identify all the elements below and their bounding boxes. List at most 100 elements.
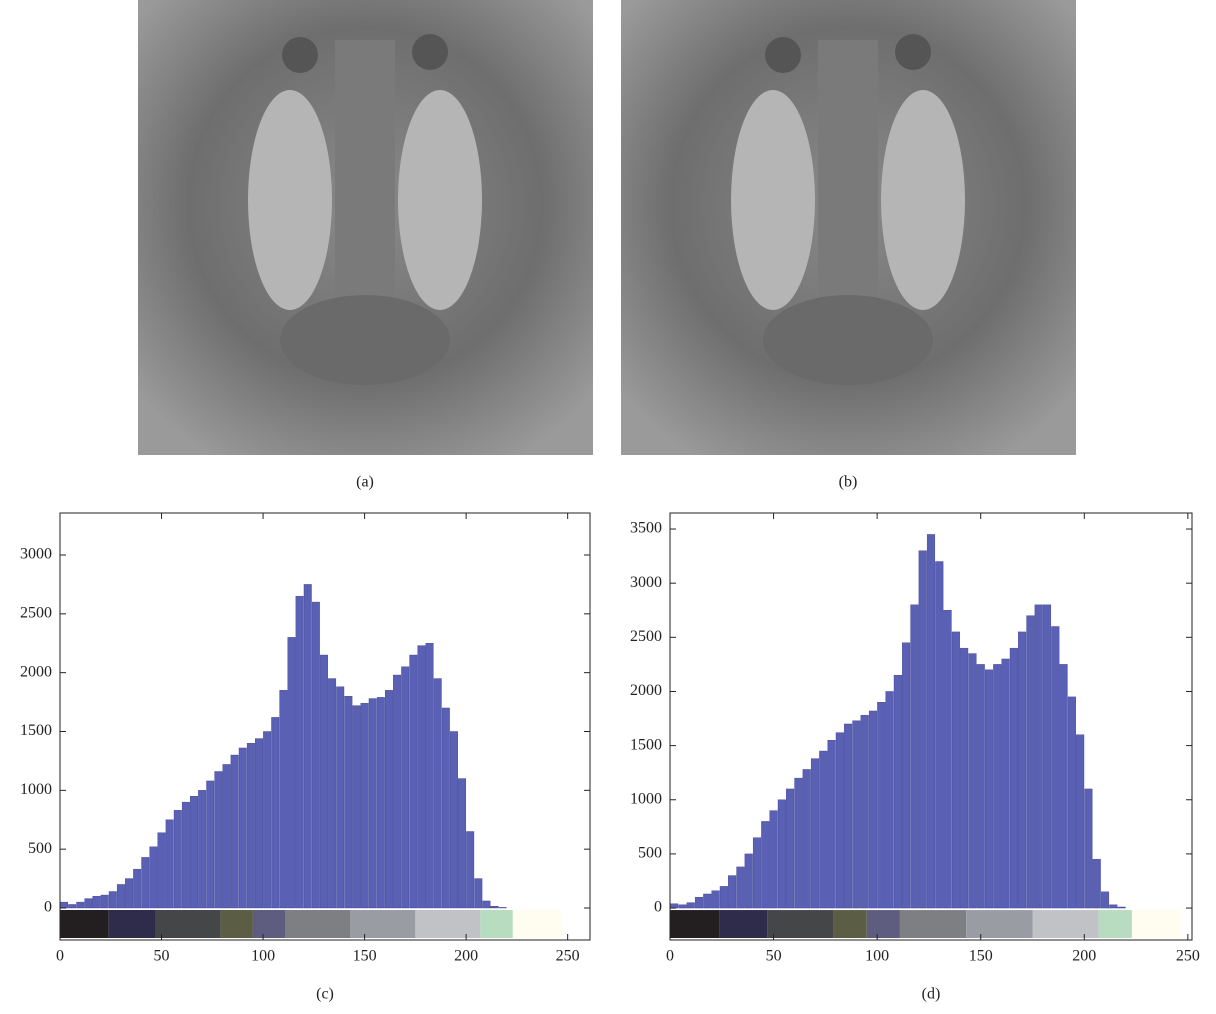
bar — [401, 666, 410, 909]
y-tick-label: 3000 — [630, 574, 662, 591]
bar — [993, 664, 1002, 909]
bar — [466, 831, 475, 909]
bar — [409, 654, 418, 909]
bar — [263, 731, 272, 909]
image-caption: (a) — [356, 474, 374, 491]
bar — [157, 832, 166, 909]
bar — [910, 604, 919, 909]
colorbar-segment — [252, 909, 286, 938]
bar — [190, 796, 198, 909]
bar — [222, 764, 231, 909]
axes-box — [59, 512, 591, 941]
bar — [1117, 906, 1126, 909]
bar — [393, 674, 402, 909]
x-tick-label: 50 — [766, 948, 782, 965]
y-tick-label: 0 — [44, 899, 52, 916]
bar — [835, 732, 844, 909]
bar — [819, 750, 828, 909]
bar — [482, 900, 491, 909]
colorbar-segment — [512, 909, 562, 938]
bar — [474, 878, 483, 909]
image-caption: (b) — [839, 474, 858, 491]
bar — [1018, 631, 1027, 909]
x-tick-label: 0 — [666, 948, 674, 965]
bar — [752, 837, 762, 909]
bar — [425, 643, 434, 909]
bar — [711, 890, 720, 909]
x-tick-label: 200 — [1072, 948, 1096, 965]
bar — [116, 884, 125, 909]
colorbar-segment — [480, 909, 513, 938]
x-tick-label: 150 — [969, 948, 993, 965]
y-tick-label: 0 — [654, 899, 662, 916]
bar — [769, 810, 778, 909]
histogram-chart: 0 50 100 150 200 2500500100015002000250030003… — [630, 512, 1200, 1003]
bar — [295, 595, 304, 909]
bar — [385, 690, 393, 909]
colorbar-segment — [285, 909, 351, 938]
bar — [686, 902, 695, 909]
bar — [877, 702, 886, 909]
bar — [230, 754, 239, 909]
bar — [802, 769, 811, 909]
x-tick-label: 200 — [454, 948, 478, 965]
y-tick-label: 2500 — [20, 605, 52, 622]
bar — [279, 690, 288, 909]
bar — [728, 875, 737, 909]
x-tick-label: 250 — [1176, 948, 1200, 965]
bar — [1042, 604, 1052, 909]
bar — [794, 777, 803, 909]
y-tick-label: 2000 — [630, 682, 662, 699]
bar — [868, 710, 878, 909]
bar — [918, 550, 927, 909]
bar — [417, 645, 426, 909]
bar — [902, 642, 911, 909]
bar — [860, 715, 869, 909]
axes-box — [669, 512, 1193, 941]
bar — [498, 907, 507, 909]
colorbar-segment — [350, 909, 416, 938]
bar — [670, 903, 679, 909]
x-tick-label: 250 — [556, 948, 580, 965]
colorbar-segment — [108, 909, 156, 938]
y-tick-label: 2000 — [20, 663, 52, 680]
bar — [960, 647, 969, 909]
bar — [976, 664, 985, 909]
bar — [214, 771, 223, 909]
x-tick-label: 50 — [154, 948, 170, 965]
bar — [1100, 891, 1110, 909]
bar — [206, 780, 215, 909]
bar — [1092, 859, 1101, 909]
bar — [935, 561, 944, 909]
bar — [255, 738, 263, 909]
image-a — [138, 0, 593, 455]
y-tick-label: 1000 — [630, 790, 662, 807]
bar — [311, 601, 320, 909]
bar — [360, 703, 369, 909]
bar — [885, 691, 894, 909]
bar — [173, 810, 182, 909]
bar — [968, 653, 977, 909]
y-tick-label: 1500 — [630, 736, 662, 753]
bar — [433, 678, 442, 909]
bar — [736, 866, 745, 909]
bar — [1084, 788, 1093, 909]
colorbar-segment — [966, 910, 1033, 938]
bar — [1034, 604, 1043, 909]
bar — [490, 906, 499, 909]
colorbar-segment — [833, 910, 867, 938]
y-tick-label: 1000 — [20, 781, 52, 798]
x-tick-label: 0 — [56, 948, 64, 965]
bar — [181, 801, 190, 909]
bar — [678, 904, 687, 909]
bar — [926, 534, 936, 909]
chart-caption: (c) — [316, 986, 334, 1003]
bar — [458, 778, 467, 909]
bar — [441, 707, 450, 909]
bar — [1009, 647, 1018, 909]
bar — [92, 896, 101, 909]
bar — [68, 904, 77, 909]
y-tick-label: 1500 — [20, 722, 52, 739]
